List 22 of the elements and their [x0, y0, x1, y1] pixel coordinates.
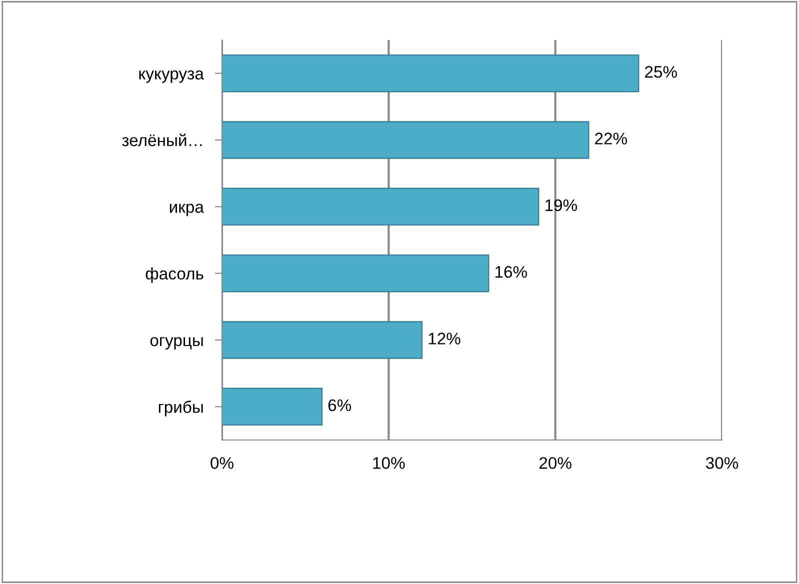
bar: [222, 54, 640, 92]
bar: [222, 121, 590, 159]
bar: [222, 388, 323, 426]
bar: [222, 188, 540, 226]
x-tick-label: 10%: [373, 457, 405, 469]
data-label: 19%: [545, 199, 577, 212]
bar: [222, 254, 490, 292]
data-label: 12%: [428, 332, 460, 344]
y-tick-label: икра: [170, 204, 204, 216]
x-tick-label: 20%: [539, 457, 572, 469]
y-tick-label: грибы: [158, 400, 203, 416]
data-label: 16%: [495, 266, 527, 278]
y-tick-label: зелёный…: [122, 134, 202, 146]
y-tick-label: кукуруза: [139, 70, 204, 83]
bar: [222, 321, 423, 359]
x-tick-label: 30%: [706, 457, 738, 469]
y-tick-label: огурцы: [150, 337, 203, 350]
x-tick-label: 0%: [210, 457, 234, 469]
y-tick-label: фасоль: [146, 267, 204, 283]
data-label: 22%: [595, 132, 627, 144]
data-label: 25%: [645, 66, 677, 78]
data-label: 6%: [328, 399, 352, 412]
